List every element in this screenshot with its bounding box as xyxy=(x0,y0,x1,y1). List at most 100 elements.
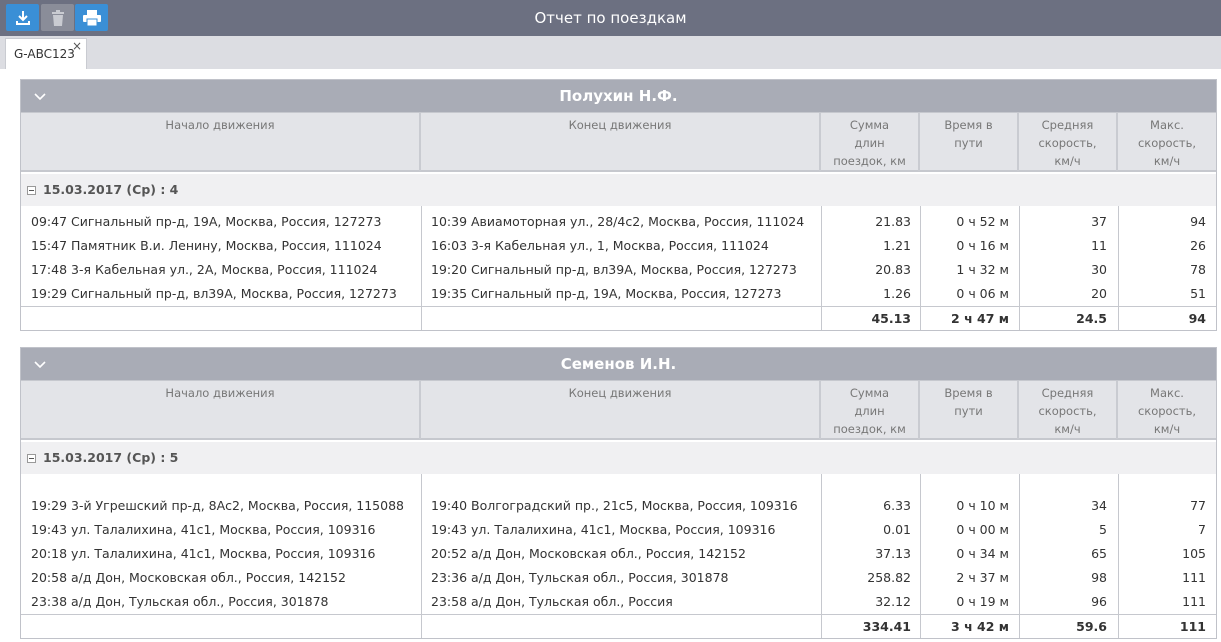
col-max-speed[interactable]: Макс. скорость, км/ч xyxy=(1137,118,1197,168)
col-start[interactable]: Начало движения xyxy=(21,113,421,171)
total-duration: 3 ч 42 м xyxy=(951,619,1009,634)
table-row[interactable]: 17:48 3-я Кабельная ул., 2А, Москва, Рос… xyxy=(21,258,1216,282)
trip-duration: 1 ч 32 м xyxy=(956,262,1009,277)
trip-start: 19:29 Сигнальный пр-д, вл39А, Москва, Ро… xyxy=(31,286,397,301)
print-button[interactable] xyxy=(75,4,108,31)
trip-end: 19:35 Сигнальный пр-д, 19А, Москва, Росс… xyxy=(431,286,782,301)
tab-unit[interactable]: G-ABC123 × xyxy=(5,38,87,69)
col-duration[interactable]: Время в пути xyxy=(920,113,1019,171)
col-avg-speed[interactable]: Средняя скорость, км/ч xyxy=(1019,381,1118,439)
trip-distance: 32.12 xyxy=(875,594,911,609)
total-row: 45.13 2 ч 47 м 24.5 94 xyxy=(21,306,1216,330)
trip-avg-speed: 34 xyxy=(1091,498,1107,513)
driver-group: Семенов И.Н. Начало движения Конец движе… xyxy=(20,347,1217,639)
download-icon xyxy=(15,10,30,25)
trip-duration: 0 ч 19 м xyxy=(956,594,1009,609)
trip-start: 15:47 Памятник В.и. Ленину, Москва, Росс… xyxy=(31,238,382,253)
table-row[interactable]: 19:29 3-й Угрешский пр-д, 8Ас2, Москва, … xyxy=(21,494,1216,518)
date-row[interactable]: 15.03.2017 (Ср) : 4 xyxy=(21,174,1216,206)
trip-distance: 37.13 xyxy=(875,546,911,561)
trip-max-speed: 7 xyxy=(1198,522,1206,537)
trip-end: 20:52 а/д Дон, Московская обл., Россия, … xyxy=(431,546,746,561)
col-end[interactable]: Конец движения xyxy=(421,381,821,439)
table-row[interactable]: 19:29 Сигнальный пр-д, вл39А, Москва, Ро… xyxy=(21,282,1216,306)
trip-distance: 6.33 xyxy=(883,498,911,513)
total-avg-speed: 59.6 xyxy=(1076,619,1107,634)
trip-avg-speed: 65 xyxy=(1091,546,1107,561)
trip-avg-speed: 37 xyxy=(1091,214,1107,229)
trip-duration: 0 ч 34 м xyxy=(956,546,1009,561)
trip-duration: 0 ч 00 м xyxy=(956,522,1009,537)
total-distance: 334.41 xyxy=(862,619,911,634)
delete-button[interactable] xyxy=(41,4,74,31)
page-title: Отчет по поездкам xyxy=(534,9,687,27)
trip-end: 23:36 а/д Дон, Тульская обл., Россия, 30… xyxy=(431,570,729,585)
tab-strip: G-ABC123 × xyxy=(0,36,1221,69)
table-row[interactable]: 20:58 а/д Дон, Московская обл., Россия, … xyxy=(21,566,1216,590)
column-headers: Начало движения Конец движения Сумма дли… xyxy=(21,380,1216,440)
trip-avg-speed: 96 xyxy=(1091,594,1107,609)
trip-avg-speed: 20 xyxy=(1091,286,1107,301)
col-avg-speed[interactable]: Средняя скорость, км/ч xyxy=(1019,113,1118,171)
trip-max-speed: 94 xyxy=(1190,214,1206,229)
collapse-icon[interactable] xyxy=(27,454,36,463)
total-avg-speed: 24.5 xyxy=(1076,311,1107,326)
date-label: 15.03.2017 (Ср) : 5 xyxy=(43,450,179,465)
trip-distance: 258.82 xyxy=(867,570,911,585)
trip-distance: 21.83 xyxy=(875,214,911,229)
group-header[interactable]: Семенов И.Н. xyxy=(21,348,1216,380)
trip-end: 23:58 а/д Дон, Тульская обл., Россия xyxy=(431,594,673,609)
trip-max-speed: 51 xyxy=(1190,286,1206,301)
close-icon[interactable]: × xyxy=(71,39,82,53)
trip-avg-speed: 11 xyxy=(1091,238,1107,253)
driver-name: Полухин Н.Ф. xyxy=(559,87,678,105)
chevron-down-icon[interactable] xyxy=(33,89,47,103)
export-button[interactable] xyxy=(6,4,39,31)
total-max-speed: 94 xyxy=(1188,311,1206,326)
trips-table: 09:47 Сигнальный пр-д, 19А, Москва, Росс… xyxy=(21,206,1216,330)
tab-label: G-ABC123 xyxy=(14,47,75,61)
trash-icon xyxy=(51,9,64,26)
trip-duration: 2 ч 37 м xyxy=(956,570,1009,585)
driver-group: Полухин Н.Ф. Начало движения Конец движе… xyxy=(20,79,1217,331)
trip-max-speed: 111 xyxy=(1182,594,1206,609)
trip-start: 09:47 Сигнальный пр-д, 19А, Москва, Росс… xyxy=(31,214,382,229)
trip-max-speed: 111 xyxy=(1182,570,1206,585)
trip-distance: 1.26 xyxy=(883,286,911,301)
trip-start: 17:48 3-я Кабельная ул., 2А, Москва, Рос… xyxy=(31,262,378,277)
total-row: 334.41 3 ч 42 м 59.6 111 xyxy=(21,614,1216,638)
col-distance[interactable]: Сумма длин поездок, км xyxy=(821,113,920,171)
trip-max-speed: 26 xyxy=(1190,238,1206,253)
trip-avg-speed: 30 xyxy=(1091,262,1107,277)
trip-avg-speed: 5 xyxy=(1099,522,1107,537)
trip-start: 19:43 ул. Талалихина, 41с1, Москва, Росс… xyxy=(31,522,376,537)
date-row[interactable]: 15.03.2017 (Ср) : 5 xyxy=(21,442,1216,474)
col-duration[interactable]: Время в пути xyxy=(920,381,1019,439)
trip-end: 10:39 Авиамоторная ул., 28/4с2, Москва, … xyxy=(431,214,805,229)
chevron-down-icon[interactable] xyxy=(33,357,47,371)
trip-max-speed: 105 xyxy=(1182,546,1206,561)
table-row[interactable]: 20:18 ул. Талалихина, 41с1, Москва, Росс… xyxy=(21,542,1216,566)
print-icon xyxy=(82,9,101,26)
col-distance[interactable]: Сумма длин поездок, км xyxy=(821,381,920,439)
total-max-speed: 111 xyxy=(1179,619,1206,634)
table-row[interactable]: 15:47 Памятник В.и. Ленину, Москва, Росс… xyxy=(21,234,1216,258)
driver-name: Семенов И.Н. xyxy=(560,355,677,373)
trip-max-speed: 77 xyxy=(1190,498,1206,513)
total-duration: 2 ч 47 м xyxy=(951,311,1009,326)
table-row[interactable]: 09:47 Сигнальный пр-д, 19А, Москва, Росс… xyxy=(21,210,1216,234)
trip-start: 19:29 3-й Угрешский пр-д, 8Ас2, Москва, … xyxy=(31,498,404,513)
collapse-icon[interactable] xyxy=(27,186,36,195)
col-end[interactable]: Конец движения xyxy=(421,113,821,171)
trip-duration: 0 ч 52 м xyxy=(956,214,1009,229)
date-label: 15.03.2017 (Ср) : 4 xyxy=(43,182,179,197)
group-header[interactable]: Полухин Н.Ф. xyxy=(21,80,1216,112)
col-start[interactable]: Начало движения xyxy=(21,381,421,439)
trip-start: 20:58 а/д Дон, Московская обл., Россия, … xyxy=(31,570,346,585)
table-row[interactable]: 19:43 ул. Талалихина, 41с1, Москва, Росс… xyxy=(21,518,1216,542)
col-max-speed[interactable]: Макс. скорость, км/ч xyxy=(1137,386,1197,436)
trip-distance: 20.83 xyxy=(875,262,911,277)
table-row[interactable]: 23:38 а/д Дон, Тульская обл., Россия, 30… xyxy=(21,590,1216,614)
total-distance: 45.13 xyxy=(871,311,911,326)
trip-avg-speed: 98 xyxy=(1091,570,1107,585)
